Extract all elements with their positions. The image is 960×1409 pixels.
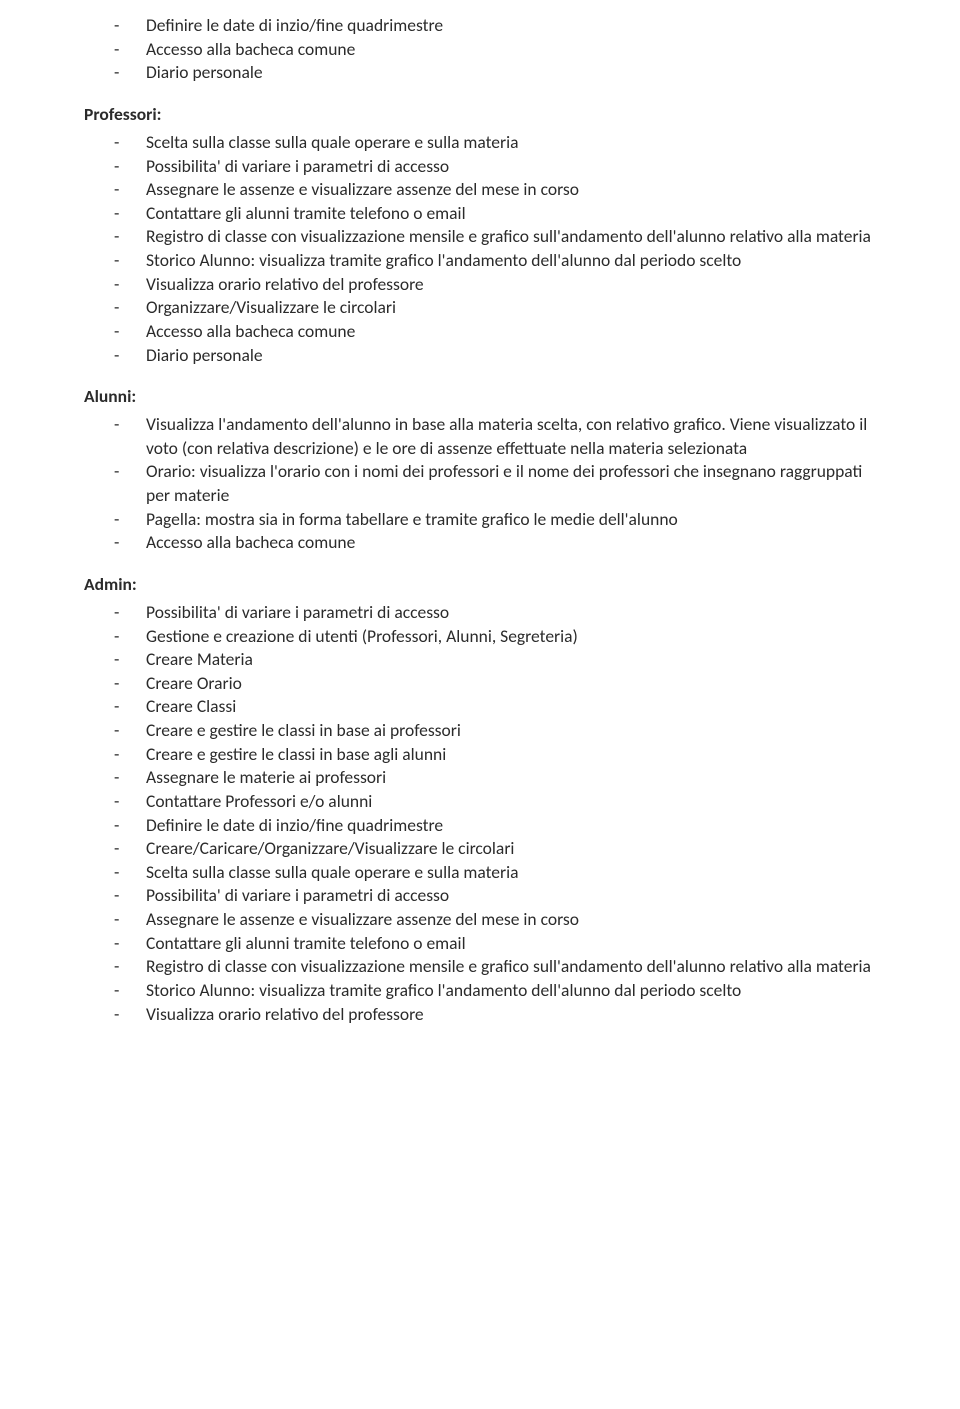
list-item: Assegnare le assenze e visualizzare asse…: [114, 178, 876, 202]
list-item: Creare Materia: [114, 648, 876, 672]
list-item: Scelta sulla classe sulla quale operare …: [114, 861, 876, 885]
list-item: Creare Classi: [114, 695, 876, 719]
list-item: Visualizza orario relativo del professor…: [114, 1003, 876, 1027]
list-item: Definire le date di inzio/fine quadrimes…: [114, 14, 876, 38]
professori-list: Scelta sulla classe sulla quale operare …: [114, 131, 876, 367]
list-item: Accesso alla bacheca comune: [114, 38, 876, 62]
list-item: Scelta sulla classe sulla quale operare …: [114, 131, 876, 155]
list-item: Contattare gli alunni tramite telefono o…: [114, 932, 876, 956]
list-item: Accesso alla bacheca comune: [114, 531, 876, 555]
list-item: Organizzare/Visualizzare le circolari: [114, 296, 876, 320]
list-item: Storico Alunno: visualizza tramite grafi…: [114, 979, 876, 1003]
alunni-list: Visualizza l'andamento dell'alunno in ba…: [114, 413, 876, 555]
list-item: Creare e gestire le classi in base agli …: [114, 743, 876, 767]
list-item: Creare Orario: [114, 672, 876, 696]
list-item: Registro di classe con visualizzazione m…: [114, 955, 876, 979]
top-list: Definire le date di inzio/fine quadrimes…: [114, 14, 876, 85]
list-item: Creare/Caricare/Organizzare/Visualizzare…: [114, 837, 876, 861]
list-item: Accesso alla bacheca comune: [114, 320, 876, 344]
list-item: Contattare gli alunni tramite telefono o…: [114, 202, 876, 226]
list-item: Storico Alunno: visualizza tramite grafi…: [114, 249, 876, 273]
list-item: Contattare Professori e/o alunni: [114, 790, 876, 814]
list-item: Possibilita' di variare i parametri di a…: [114, 155, 876, 179]
list-item: Possibilita' di variare i parametri di a…: [114, 884, 876, 908]
heading-admin: Admin:: [84, 573, 876, 595]
list-item: Definire le date di inzio/fine quadrimes…: [114, 814, 876, 838]
list-item: Assegnare le materie ai professori: [114, 766, 876, 790]
list-item: Visualizza l'andamento dell'alunno in ba…: [114, 413, 876, 460]
list-item: Pagella: mostra sia in forma tabellare e…: [114, 508, 876, 532]
list-item: Possibilita' di variare i parametri di a…: [114, 601, 876, 625]
list-item: Gestione e creazione di utenti (Professo…: [114, 625, 876, 649]
heading-professori: Professori:: [84, 103, 876, 125]
list-item: Diario personale: [114, 61, 876, 85]
admin-list: Possibilita' di variare i parametri di a…: [114, 601, 876, 1026]
document-page: Definire le date di inzio/fine quadrimes…: [0, 0, 960, 1066]
list-item: Creare e gestire le classi in base ai pr…: [114, 719, 876, 743]
list-item: Diario personale: [114, 344, 876, 368]
heading-alunni: Alunni:: [84, 385, 876, 407]
list-item: Orario: visualizza l'orario con i nomi d…: [114, 460, 876, 507]
list-item: Visualizza orario relativo del professor…: [114, 273, 876, 297]
list-item: Assegnare le assenze e visualizzare asse…: [114, 908, 876, 932]
list-item: Registro di classe con visualizzazione m…: [114, 225, 876, 249]
